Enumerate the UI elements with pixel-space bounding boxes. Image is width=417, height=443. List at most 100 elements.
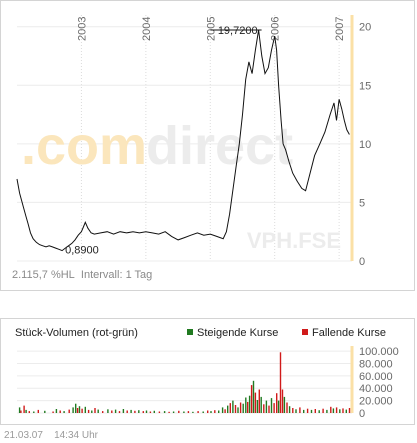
volume-bar-39 <box>168 411 170 413</box>
volume-bar-67 <box>258 389 260 413</box>
volume-bar-35 <box>149 411 152 413</box>
volume-bar-65 <box>254 392 257 413</box>
volume-bar-13 <box>72 407 74 413</box>
volume-bar-73 <box>273 403 275 413</box>
volume-bar-14 <box>75 403 77 413</box>
volume-bar-6 <box>37 409 39 413</box>
volume-tick-2: 40.000 <box>359 383 393 395</box>
volume-title: Stück-Volumen (rot-grün) <box>15 327 138 339</box>
volume-bar-29 <box>126 410 128 413</box>
volume-bar-96 <box>345 409 347 413</box>
volume-bar-22 <box>97 409 99 413</box>
year-label-2006: 2006 <box>270 17 282 41</box>
volume-bar-21 <box>94 408 96 413</box>
volume-bar-5 <box>33 411 35 413</box>
volume-bar-84 <box>303 409 305 413</box>
volume-bar-80 <box>288 406 291 413</box>
volume-bar-53 <box>227 405 229 413</box>
volume-bar-59 <box>242 403 244 413</box>
volume-tick-1: 20.000 <box>359 396 393 408</box>
year-labels: 2003 2004 2005 2006 2007 <box>76 17 346 41</box>
footer-timestamp: 21.03.07 14:34 Uhr <box>4 430 98 441</box>
volume-bar-63 <box>250 385 253 413</box>
volume-bar-93 <box>335 407 338 413</box>
volume-bars <box>18 352 351 413</box>
volume-bar-55 <box>232 400 234 413</box>
volume-bar-2 <box>23 405 25 413</box>
volume-bar-97 <box>348 408 351 413</box>
volume-bar-31 <box>134 410 136 413</box>
volume-bar-83 <box>299 407 301 413</box>
year-label-2007: 2007 <box>334 17 346 41</box>
price-tick-0: 0 <box>359 256 365 268</box>
volume-bar-49 <box>214 410 216 413</box>
volume-bar-78 <box>283 396 286 413</box>
volume-bar-8 <box>52 411 54 413</box>
price-tick-15: 15 <box>359 80 371 92</box>
volume-bar-38 <box>163 411 166 413</box>
year-label-2005: 2005 <box>205 17 217 41</box>
volume-bar-25 <box>111 410 113 413</box>
volume-bar-50 <box>218 410 220 413</box>
volume-bar-54 <box>229 403 231 413</box>
volume-bar-37 <box>158 411 161 413</box>
volume-bar-18 <box>84 406 86 413</box>
legend-falling: Fallende Kurse <box>302 327 386 339</box>
volume-bar-90 <box>326 409 328 413</box>
footer-date: 21.03.07 <box>4 430 43 441</box>
watermark-com: .com <box>21 116 147 176</box>
volume-bar-23 <box>102 411 104 413</box>
price-tick-20: 20 <box>359 22 371 34</box>
volume-bar-82 <box>295 409 297 413</box>
volume-bar-68 <box>260 396 262 413</box>
volume-tick-5: 100.000 <box>359 346 399 358</box>
interval-label: Intervall: <box>80 269 123 281</box>
volume-bar-41 <box>178 410 180 413</box>
volume-bar-1 <box>20 410 22 413</box>
volume-bar-28 <box>122 409 125 413</box>
volume-bar-74 <box>276 393 278 413</box>
volume-bar-77 <box>281 389 284 413</box>
volume-bar-71 <box>268 405 270 413</box>
legend-falling-label: Fallende Kurse <box>312 327 386 339</box>
volume-bar-42 <box>183 411 185 413</box>
volume-bar-43 <box>187 411 190 413</box>
chart-info: 2.115,7 %HL Intervall: 1 Tag <box>12 269 152 281</box>
price-grid <box>17 15 354 262</box>
volume-bar-69 <box>263 404 265 413</box>
volume-bar-36 <box>153 410 155 413</box>
volume-tick-4: 80.000 <box>359 358 393 370</box>
volume-bar-48 <box>210 411 212 413</box>
price-chart-panel: .com direct VPH.FSE 2003 2004 2005 2006 2007… <box>0 0 415 291</box>
volume-bar-32 <box>138 410 140 413</box>
volume-bar-7 <box>44 410 46 413</box>
volume-bar-0 <box>18 407 21 413</box>
watermark-direct: direct <box>146 116 293 176</box>
price-annotations: 0,8900 19,7200 <box>65 25 262 257</box>
annotation-low: 0,8900 <box>65 245 99 257</box>
year-label-2004: 2004 <box>141 17 153 41</box>
volume-bar-56 <box>234 405 237 413</box>
volume-bar-72 <box>270 398 273 413</box>
legend-rising-label: Steigende Kurse <box>197 327 279 339</box>
volume-bar-45 <box>197 411 199 413</box>
volume-chart-panel: Stück-Volumen (rot-grün) Steigende Kurse… <box>0 318 415 425</box>
volume-bar-79 <box>286 402 288 413</box>
volume-bar-62 <box>248 395 251 413</box>
price-tick-5: 5 <box>359 197 365 209</box>
volume-bar-86 <box>310 409 313 413</box>
legend-rising: Steigende Kurse <box>187 327 278 339</box>
rising-color-swatch <box>187 329 193 335</box>
volume-bar-33 <box>142 411 144 413</box>
price-series-line <box>16 29 350 252</box>
volume-bar-40 <box>172 411 175 413</box>
volume-bar-17 <box>81 408 83 413</box>
volume-bar-47 <box>207 410 209 413</box>
volume-bar-4 <box>28 411 30 413</box>
volume-bar-16 <box>78 406 81 413</box>
volume-bar-95 <box>342 408 344 413</box>
volume-bar-61 <box>247 401 249 413</box>
volume-bar-92 <box>332 408 335 413</box>
